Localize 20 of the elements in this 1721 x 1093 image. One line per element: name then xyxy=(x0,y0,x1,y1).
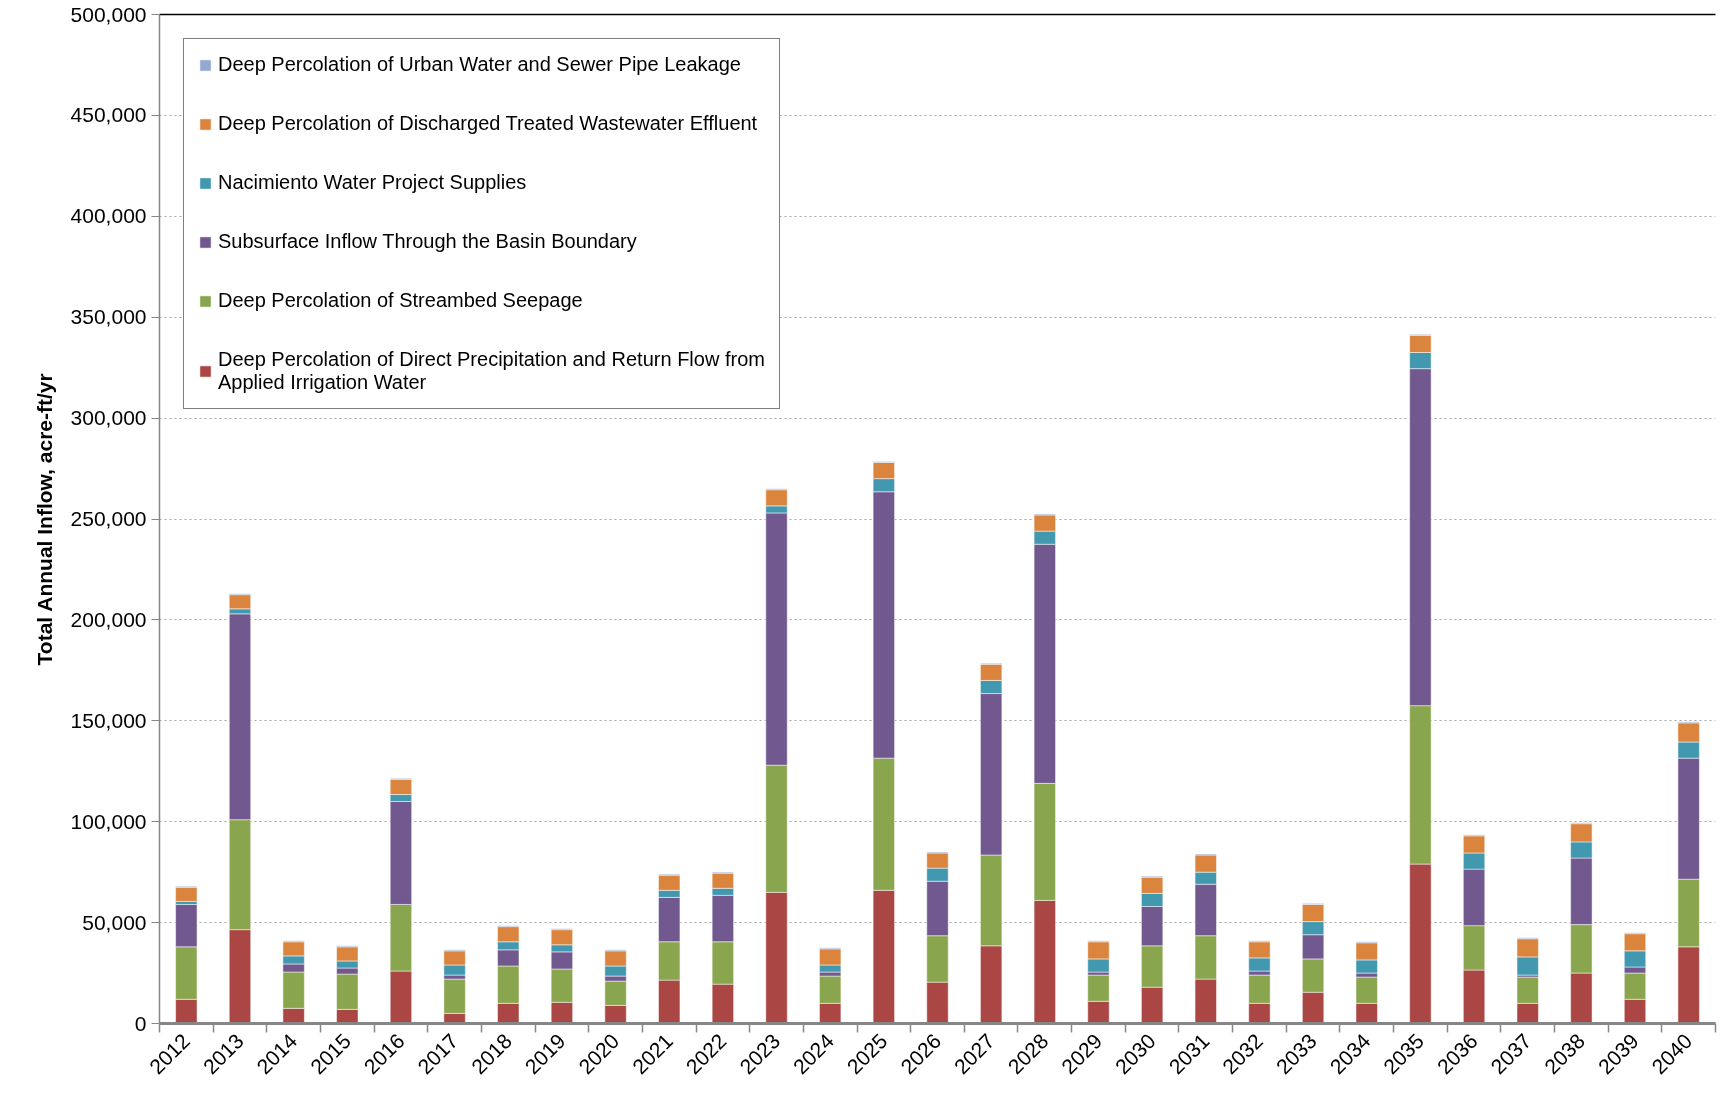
legend-label: Nacimiento Water Project Supplies xyxy=(218,171,527,194)
y-tick-label: 0 xyxy=(134,1011,147,1035)
legend-label: Deep Percolation of Discharged Treated Wastewater Effluent xyxy=(218,112,758,135)
y-tick-label: 100,000 xyxy=(70,809,147,833)
y-axis-title: Total Annual Inflow, acre-ft/yr xyxy=(32,373,56,666)
y-tick-label: 250,000 xyxy=(70,507,147,530)
bar xyxy=(175,887,198,902)
y-tick-label: 150,000 xyxy=(70,708,147,732)
y-tick-label: 300,000 xyxy=(70,406,147,430)
y-tick-label: 500,000 xyxy=(70,2,147,26)
y-tick-label: 450,000 xyxy=(70,103,147,127)
y-tick-label: 350,000 xyxy=(70,305,147,329)
legend-label: Deep Percolation of Streambed Seepage xyxy=(218,289,583,312)
bar xyxy=(229,594,251,610)
y-tick-label: 400,000 xyxy=(70,204,147,228)
legend-label: Subsurface Inflow Through the Basin Boundary xyxy=(218,230,637,253)
y-tick-label: 50,000 xyxy=(82,910,147,934)
y-tick-label: 200,000 xyxy=(70,607,147,631)
legend-label: Deep Percolation of Direct Precipitation and Return Flow from Applied Irrigation Water xyxy=(218,348,765,394)
legend-label: Deep Percolation of Urban Water and Sewer Pipe Leakage xyxy=(218,53,741,76)
